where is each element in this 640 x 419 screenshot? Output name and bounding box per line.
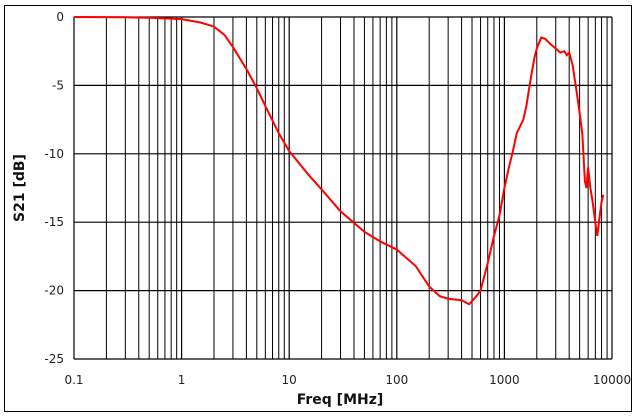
x-tick-label: 1 bbox=[178, 373, 186, 387]
series-line bbox=[73, 16, 605, 306]
x-tick-label: 0.1 bbox=[64, 373, 83, 387]
y-tick-label: 0 bbox=[56, 10, 64, 24]
y-tick-label: -20 bbox=[44, 284, 64, 298]
y-tick-label: -15 bbox=[44, 215, 64, 229]
grid bbox=[73, 16, 613, 360]
chart-frame bbox=[4, 5, 632, 412]
x-tick-label: 1000 bbox=[489, 373, 520, 387]
y-tick-label: -5 bbox=[52, 78, 64, 92]
x-tick-label: 100 bbox=[385, 373, 408, 387]
tick-labels: 0.1 1 10 100 1000 10000 0 -5 -10 -15 -20 -25 bbox=[44, 10, 631, 387]
y-tick-label: -25 bbox=[44, 352, 64, 366]
x-axis-label: Freq [MHz] bbox=[297, 392, 384, 408]
x-tick-label: 10 bbox=[282, 373, 297, 387]
y-tick-label: -10 bbox=[44, 147, 64, 161]
y-axis-label: S21 [dB] bbox=[12, 154, 28, 222]
x-tick-label: 10000 bbox=[593, 373, 631, 387]
